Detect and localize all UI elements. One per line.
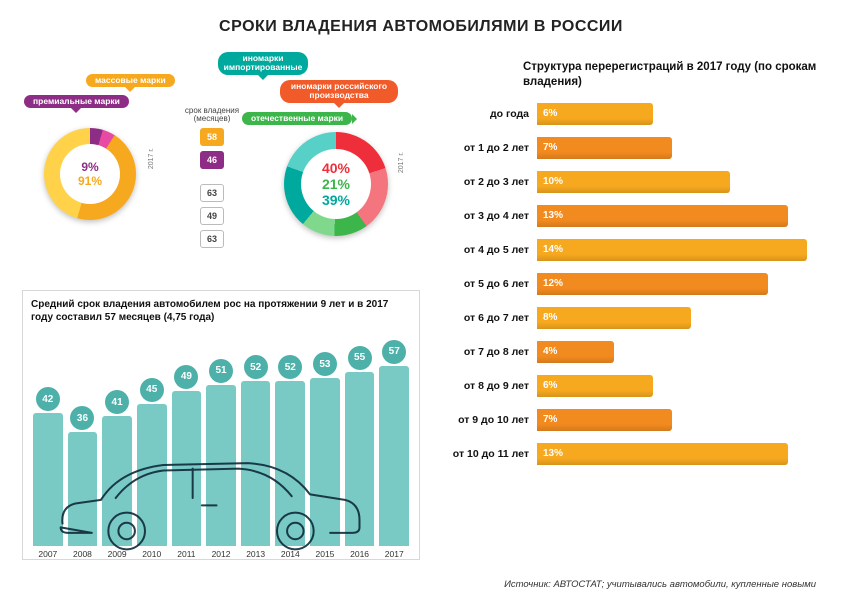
year-bar: 49 bbox=[172, 391, 202, 546]
year-label: 2011 bbox=[172, 549, 202, 559]
donut-left: 9%91% bbox=[44, 128, 136, 220]
pill-imported-label: иномарки импортированные bbox=[224, 54, 303, 73]
year-label: 2009 bbox=[102, 549, 132, 559]
rereg-row-label: от 3 до 4 лет bbox=[445, 210, 537, 222]
reregistration-bars: до года6%от 1 до 2 лет7%от 2 до 3 лет10%… bbox=[445, 102, 823, 466]
rereg-row-label: до года bbox=[445, 108, 537, 120]
period-box: 63 bbox=[200, 230, 224, 248]
year-bar: 42 bbox=[33, 413, 63, 546]
year-bar: 45 bbox=[137, 404, 167, 547]
year-label: 2013 bbox=[241, 549, 271, 559]
rereg-bar: 6% bbox=[537, 375, 653, 397]
rereg-row: от 4 до 5 лет14% bbox=[445, 238, 823, 262]
year-label: 2016 bbox=[345, 549, 375, 559]
donut-right: 40%21%39% bbox=[284, 132, 388, 236]
pill-premium-label: премиальные марки bbox=[33, 97, 120, 106]
rereg-row: от 8 до 9 лет6% bbox=[445, 374, 823, 398]
rereg-row-label: от 8 до 9 лет bbox=[445, 380, 537, 392]
rereg-row: от 9 до 10 лет7% bbox=[445, 408, 823, 432]
year-bar: 53 bbox=[310, 378, 340, 546]
top-left-infographic: премиальные марки массовые марки иномарк… bbox=[22, 52, 420, 277]
donut-center-value: 21% bbox=[322, 176, 350, 192]
year-label: 2015 bbox=[310, 549, 340, 559]
rereg-bar: 7% bbox=[537, 409, 672, 431]
rereg-row: от 5 до 6 лет12% bbox=[445, 272, 823, 296]
rereg-row: до года6% bbox=[445, 102, 823, 126]
donut-right-year: 2017 г. bbox=[398, 152, 405, 173]
page-title: СРОКИ ВЛАДЕНИЯ АВТОМОБИЛЯМИ В РОССИИ bbox=[0, 0, 842, 36]
pill-domestic-label: отечественные марки bbox=[251, 114, 343, 123]
rereg-bar: 14% bbox=[537, 239, 807, 261]
year-label: 2007 bbox=[33, 549, 63, 559]
year-label: 2017 bbox=[379, 549, 409, 559]
rereg-row-label: от 7 до 8 лет bbox=[445, 346, 537, 358]
period-box: 63 bbox=[200, 184, 224, 202]
period-box: 46 bbox=[200, 151, 224, 169]
year-bar: 41 bbox=[102, 416, 132, 546]
pill-imported: иномарки импортированные bbox=[218, 52, 308, 75]
middle-column: срок владения (месяцев) 58 46 63 49 63 bbox=[182, 107, 242, 253]
year-label: 2014 bbox=[275, 549, 305, 559]
year-label: 2010 bbox=[137, 549, 167, 559]
rereg-row: от 2 до 3 лет10% bbox=[445, 170, 823, 194]
rereg-bar: 13% bbox=[537, 205, 788, 227]
source-text: Источник: АВТОСТАТ; учитывались автомоби… bbox=[504, 579, 816, 590]
rereg-row-label: от 10 до 11 лет bbox=[445, 448, 537, 460]
right-chart: Структура перерегистраций в 2017 году (п… bbox=[445, 60, 823, 565]
donut-center-value: 40% bbox=[322, 160, 350, 176]
bottom-left-chart: Средний срок владения автомобилем рос на… bbox=[22, 290, 420, 560]
rereg-row: от 6 до 7 лет8% bbox=[445, 306, 823, 330]
bottom-left-title: Средний срок владения автомобилем рос на… bbox=[31, 299, 411, 324]
middle-column-header: срок владения (месяцев) bbox=[182, 107, 242, 124]
rereg-bar: 7% bbox=[537, 137, 672, 159]
rereg-row: от 10 до 11 лет13% bbox=[445, 442, 823, 466]
pill-domestic: отечественные марки bbox=[242, 112, 352, 125]
rereg-row-label: от 6 до 7 лет bbox=[445, 312, 537, 324]
avg-ownership-bars: 4236414549515252535557 bbox=[31, 328, 411, 546]
rereg-bar: 8% bbox=[537, 307, 691, 329]
donut-left-year: 2017 г. bbox=[148, 148, 155, 169]
donut-center-value: 91% bbox=[78, 174, 102, 188]
donut-center-value: 9% bbox=[81, 160, 98, 174]
rereg-row: от 3 до 4 лет13% bbox=[445, 204, 823, 228]
pill-ru-made-label: иномарки российского производства bbox=[289, 82, 389, 101]
donut-center-value: 39% bbox=[322, 192, 350, 208]
rereg-row-label: от 5 до 6 лет bbox=[445, 278, 537, 290]
year-bar: 51 bbox=[206, 385, 236, 547]
rereg-bar: 6% bbox=[537, 103, 653, 125]
period-box: 58 bbox=[200, 128, 224, 146]
rereg-row: от 1 до 2 лет7% bbox=[445, 136, 823, 160]
pill-ru-made: иномарки российского производства bbox=[280, 80, 398, 103]
year-bar: 36 bbox=[68, 432, 98, 546]
year-bar: 52 bbox=[275, 381, 305, 546]
rereg-bar: 12% bbox=[537, 273, 768, 295]
pill-mass-label: массовые марки bbox=[95, 76, 166, 85]
rereg-bar: 10% bbox=[537, 171, 730, 193]
right-title: Структура перерегистраций в 2017 году (п… bbox=[445, 60, 823, 90]
year-label: 2008 bbox=[68, 549, 98, 559]
rereg-bar: 4% bbox=[537, 341, 614, 363]
year-bar: 52 bbox=[241, 381, 271, 546]
year-bar: 55 bbox=[345, 372, 375, 546]
period-box: 49 bbox=[200, 207, 224, 225]
avg-ownership-years: 2007 2008 2009 2010 2011 2012 2013 2014 2015 2016… bbox=[31, 546, 411, 559]
year-label: 2012 bbox=[206, 549, 236, 559]
pill-mass: массовые марки bbox=[86, 74, 175, 87]
year-bar: 57 bbox=[379, 366, 409, 547]
pill-premium: премиальные марки bbox=[24, 95, 129, 108]
rereg-row-label: от 2 до 3 лет bbox=[445, 176, 537, 188]
rereg-row-label: от 9 до 10 лет bbox=[445, 414, 537, 426]
rereg-row-label: от 1 до 2 лет bbox=[445, 142, 537, 154]
rereg-row-label: от 4 до 5 лет bbox=[445, 244, 537, 256]
rereg-row: от 7 до 8 лет4% bbox=[445, 340, 823, 364]
rereg-bar: 13% bbox=[537, 443, 788, 465]
